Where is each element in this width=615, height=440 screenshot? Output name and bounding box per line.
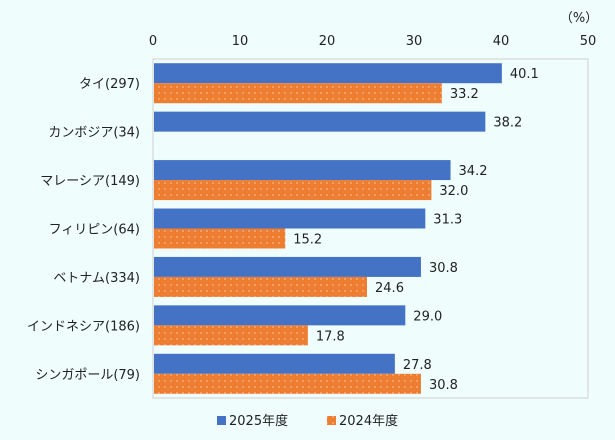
category-label: シンガポール(79) bbox=[35, 368, 140, 383]
category-label: フィリピン(64) bbox=[49, 223, 140, 238]
plot-area bbox=[152, 58, 589, 399]
data-label: 34.2 bbox=[459, 164, 488, 179]
category-label: マレーシア(149) bbox=[40, 174, 140, 189]
bar bbox=[154, 373, 421, 394]
x-tick-label: 50 bbox=[580, 34, 597, 49]
bar bbox=[154, 305, 406, 326]
legend-label: 2025年度 bbox=[229, 413, 288, 429]
data-label: 30.8 bbox=[429, 261, 458, 276]
bar bbox=[154, 160, 451, 181]
bar bbox=[154, 325, 308, 346]
data-label: 29.0 bbox=[413, 309, 442, 324]
data-label: 27.8 bbox=[403, 358, 432, 373]
bar bbox=[154, 208, 426, 229]
category-label: ベトナム(334) bbox=[53, 271, 140, 286]
legend-swatch bbox=[327, 416, 336, 425]
x-tick-label: 40 bbox=[493, 34, 510, 49]
bar bbox=[154, 83, 442, 104]
bar bbox=[154, 63, 502, 84]
x-tick-label: 10 bbox=[232, 34, 249, 49]
bar bbox=[154, 228, 286, 249]
data-label: 24.6 bbox=[375, 281, 404, 296]
bar bbox=[154, 180, 432, 201]
category-label: タイ(297) bbox=[79, 77, 140, 92]
x-tick-label: 30 bbox=[406, 34, 423, 49]
legend-label: 2024年度 bbox=[339, 413, 398, 429]
legend-swatch bbox=[217, 416, 226, 425]
data-label: 15.2 bbox=[293, 233, 322, 248]
data-label: 33.2 bbox=[450, 87, 479, 102]
data-label: 31.3 bbox=[433, 213, 462, 228]
data-label: 17.8 bbox=[316, 329, 345, 344]
bar bbox=[154, 353, 395, 374]
bar bbox=[154, 111, 486, 132]
category-label: インドネシア(186) bbox=[27, 319, 140, 334]
data-label: 38.2 bbox=[493, 116, 522, 131]
x-tick-label: 20 bbox=[319, 34, 336, 49]
data-label: 30.8 bbox=[429, 378, 458, 393]
bar bbox=[154, 276, 368, 297]
data-label: 40.1 bbox=[510, 67, 539, 82]
category-label: カンボジア(34) bbox=[48, 126, 140, 141]
bar bbox=[154, 256, 421, 277]
data-label: 32.0 bbox=[439, 184, 468, 199]
unit-label: （%） bbox=[560, 11, 598, 26]
x-tick-label: 0 bbox=[149, 34, 157, 49]
